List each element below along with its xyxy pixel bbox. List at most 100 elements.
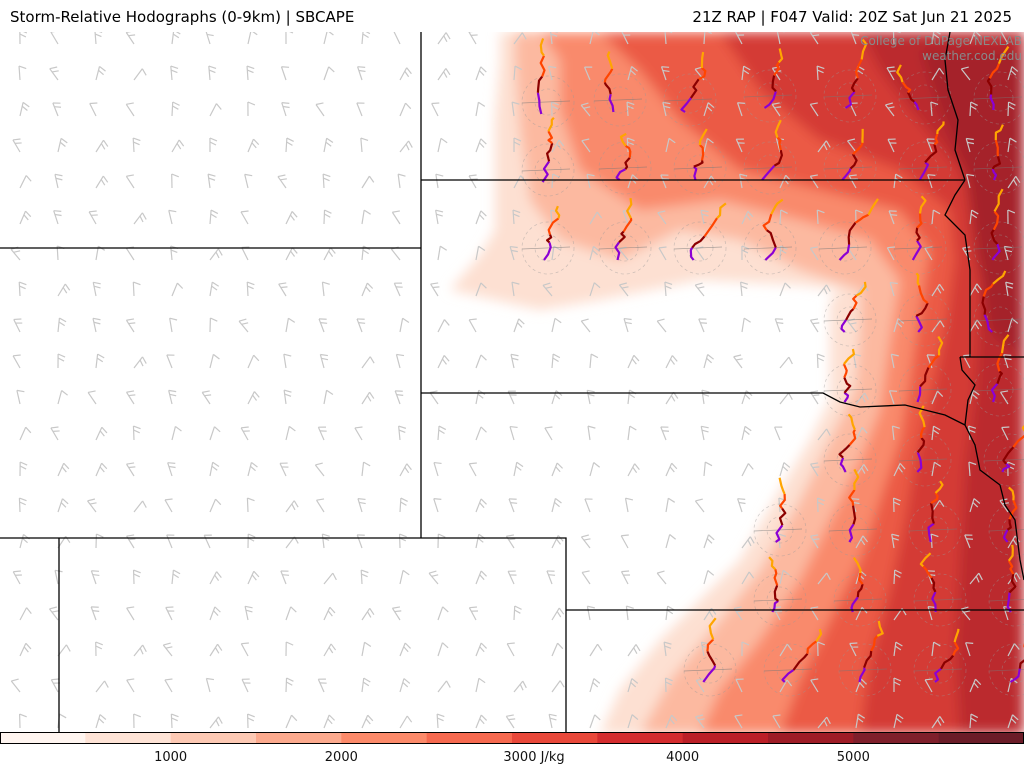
wind-barb <box>548 713 557 729</box>
wind-barb <box>512 209 521 225</box>
wind-barb <box>1007 66 1019 81</box>
wind-barb <box>660 426 670 441</box>
wind-barb <box>209 248 223 261</box>
wind-barb <box>665 605 675 621</box>
wind-barb <box>475 282 487 297</box>
wind-barb <box>399 569 410 585</box>
hodograph <box>898 121 952 195</box>
wind-barb <box>1007 101 1016 117</box>
wind-barb <box>319 353 329 369</box>
wind-barb <box>19 607 32 621</box>
wind-barb <box>209 353 220 369</box>
wind-barb <box>168 209 177 225</box>
wind-barb <box>437 606 449 621</box>
wind-barb <box>779 643 793 657</box>
wind-barb <box>779 282 791 297</box>
wind-barb <box>95 139 109 153</box>
wind-barb <box>589 353 599 369</box>
wind-barb <box>171 32 181 45</box>
wind-barb <box>394 390 404 405</box>
wind-barb <box>94 32 103 45</box>
sbcape-colorbar <box>0 732 1024 744</box>
wind-barb <box>95 714 107 729</box>
wind-barb <box>741 317 751 333</box>
wind-barb <box>285 317 296 333</box>
wind-barb <box>240 642 249 657</box>
wind-barb <box>57 498 69 513</box>
wind-barb <box>429 390 439 405</box>
wind-barb <box>361 641 372 657</box>
wind-barb <box>277 174 287 189</box>
wind-barb <box>741 65 751 81</box>
wind-barb <box>393 32 402 45</box>
wind-barb <box>126 678 135 693</box>
wind-barb <box>893 569 902 585</box>
wind-barb <box>931 425 941 441</box>
wind-barb <box>125 390 136 405</box>
wind-barb <box>969 678 982 693</box>
wind-barb <box>431 102 440 117</box>
wind-barb <box>356 318 366 333</box>
wind-barb <box>393 282 403 297</box>
wind-barb <box>468 606 478 621</box>
wind-barb <box>1007 714 1019 729</box>
hodograph <box>898 272 952 347</box>
wind-barb <box>171 282 184 297</box>
wind-barb <box>246 281 255 297</box>
wind-barb <box>542 282 553 297</box>
hodograph <box>683 617 737 697</box>
weather-map[interactable] <box>0 32 1024 734</box>
wind-barb <box>665 391 679 405</box>
wind-barb <box>926 354 935 369</box>
wind-barb <box>285 500 299 513</box>
wind-barb <box>740 281 749 297</box>
wind-barb <box>589 211 603 225</box>
colorbar-swatch <box>426 732 513 744</box>
hodograph <box>988 544 1024 627</box>
wind-barb <box>703 534 715 549</box>
wind-barb <box>317 426 327 441</box>
wind-barb <box>965 137 975 153</box>
wind-barb <box>50 32 59 45</box>
wind-barb <box>57 283 71 297</box>
wind-barb <box>323 247 336 261</box>
wind-barb <box>816 353 825 369</box>
wind-barb <box>620 534 629 549</box>
hodograph <box>598 197 652 275</box>
wind-barb <box>316 498 325 513</box>
wind-barb <box>664 677 673 693</box>
wind-barb <box>399 715 413 729</box>
wind-barb <box>735 138 745 153</box>
wind-barb <box>660 174 670 189</box>
wind-barb <box>171 173 179 189</box>
colorbar-swatch <box>938 732 1024 744</box>
colorbar-swatch <box>512 732 598 744</box>
wind-barb <box>889 281 898 297</box>
colorbar-swatch <box>853 732 940 744</box>
wind-barb <box>240 210 249 225</box>
wind-barb <box>399 642 412 657</box>
wind-barb <box>321 533 330 549</box>
wind-barb <box>810 462 820 477</box>
wind-barb <box>437 137 448 153</box>
wind-barb <box>1001 426 1010 441</box>
wind-barb <box>209 498 222 513</box>
wind-barb <box>703 32 712 45</box>
wind-barb <box>1000 32 1009 45</box>
wind-barb <box>886 246 896 261</box>
wind-barb <box>475 354 487 369</box>
wind-barb <box>513 32 527 45</box>
wind-barb <box>665 534 677 549</box>
colorbar-tick-label: 3000 J/kg <box>503 750 565 765</box>
wind-barb <box>399 317 410 333</box>
wind-barb <box>627 644 641 657</box>
wind-barb <box>430 282 440 297</box>
wind-barb <box>817 716 831 729</box>
wind-barb <box>133 356 147 369</box>
wind-barb <box>437 642 449 657</box>
colorbar-swatch <box>85 732 172 744</box>
wind-barb <box>893 463 906 477</box>
wind-barb <box>513 680 527 693</box>
wind-barb <box>700 425 709 441</box>
hodograph <box>521 117 575 197</box>
